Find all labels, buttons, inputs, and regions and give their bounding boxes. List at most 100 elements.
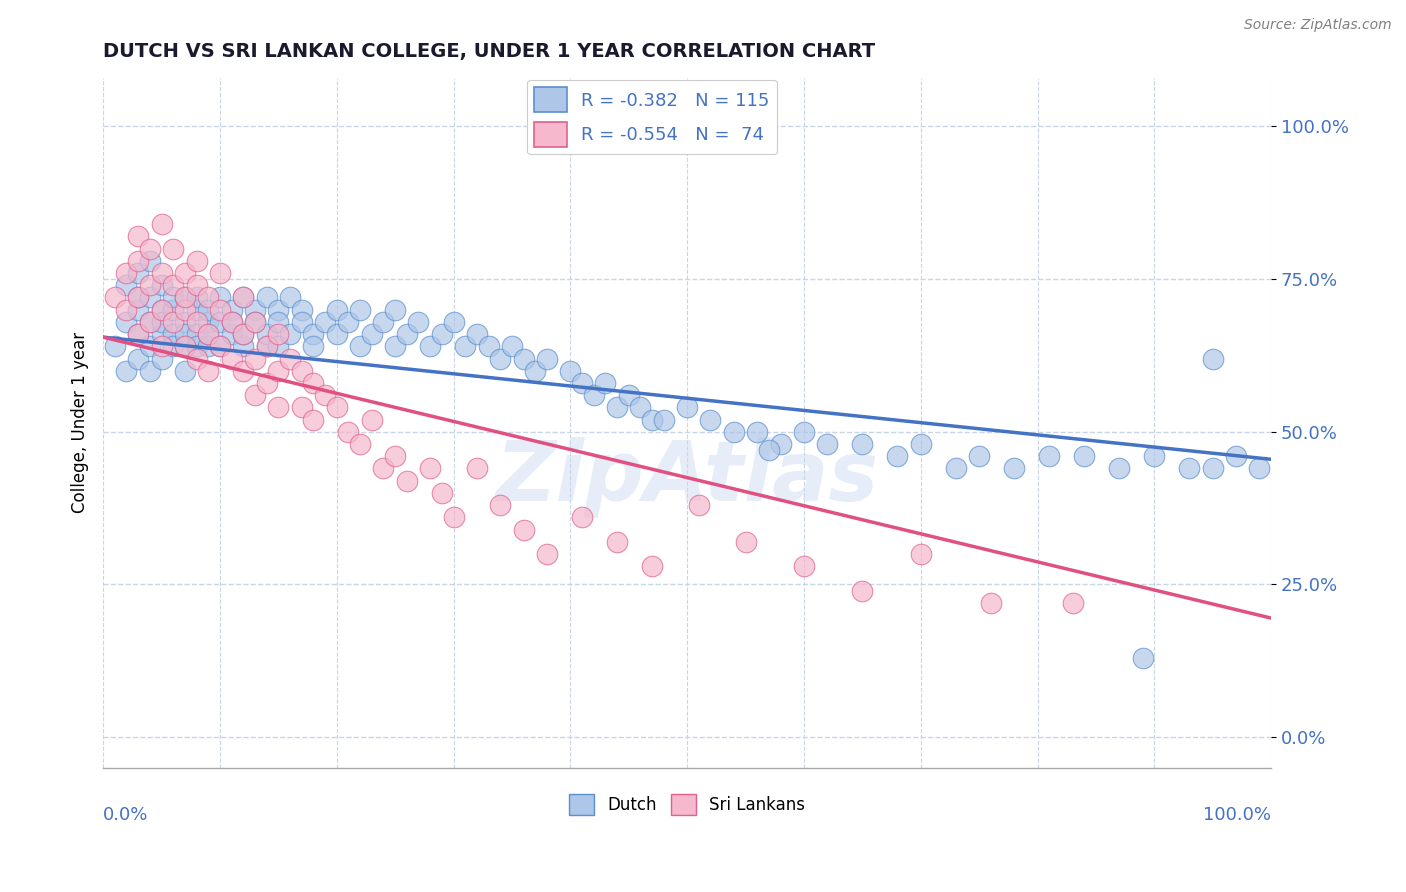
Point [641,412,664,426]
Point [395,474,418,488]
Point [489,498,512,512]
Point [150,315,173,329]
Point [747,425,769,439]
Point [443,315,465,329]
Point [512,351,534,366]
Point [197,315,219,329]
Point [291,315,314,329]
Point [150,302,173,317]
Point [256,327,278,342]
Point [232,290,254,304]
Point [127,327,149,342]
Point [1249,461,1271,475]
Point [221,302,243,317]
Point [173,302,195,317]
Point [267,327,290,342]
Point [606,534,628,549]
Point [232,327,254,342]
Point [1143,449,1166,463]
Point [173,290,195,304]
Point [221,351,243,366]
Point [278,351,301,366]
Point [197,327,219,342]
Point [1108,461,1130,475]
Point [723,425,745,439]
Point [291,401,314,415]
Point [173,266,195,280]
Point [139,364,162,378]
Point [337,425,360,439]
Point [373,461,395,475]
Point [980,596,1002,610]
Point [1038,449,1060,463]
Point [699,412,721,426]
Text: 100.0%: 100.0% [1204,805,1271,823]
Point [325,302,347,317]
Point [641,559,664,574]
Point [139,278,162,293]
Point [501,339,523,353]
Point [384,449,406,463]
Point [208,302,231,317]
Point [139,315,162,329]
Point [1202,461,1225,475]
Point [489,351,512,366]
Point [652,412,675,426]
Point [430,327,453,342]
Point [560,364,582,378]
Point [793,425,815,439]
Point [221,315,243,329]
Point [465,327,488,342]
Point [150,266,173,280]
Point [221,327,243,342]
Point [278,290,301,304]
Point [243,315,266,329]
Point [419,339,441,353]
Point [477,339,499,353]
Point [232,339,254,353]
Point [910,547,932,561]
Point [1178,461,1201,475]
Point [197,339,219,353]
Point [127,327,149,342]
Point [232,290,254,304]
Point [314,315,336,329]
Point [302,412,325,426]
Point [162,327,184,342]
Point [186,290,208,304]
Point [232,327,254,342]
Text: DUTCH VS SRI LANKAN COLLEGE, UNDER 1 YEAR CORRELATION CHART: DUTCH VS SRI LANKAN COLLEGE, UNDER 1 YEA… [103,42,876,61]
Point [967,449,990,463]
Point [208,290,231,304]
Point [384,302,406,317]
Point [186,253,208,268]
Point [1202,351,1225,366]
Point [243,302,266,317]
Point [360,327,382,342]
Point [325,327,347,342]
Point [150,217,173,231]
Text: Source: ZipAtlas.com: Source: ZipAtlas.com [1244,18,1392,32]
Point [186,315,208,329]
Point [127,253,149,268]
Point [267,364,290,378]
Point [197,302,219,317]
Point [127,290,149,304]
Point [302,327,325,342]
Point [267,302,290,317]
Point [150,278,173,293]
Point [162,290,184,304]
Point [162,278,184,293]
Point [606,401,628,415]
Point [127,229,149,244]
Point [150,339,173,353]
Point [628,401,651,415]
Point [617,388,640,402]
Point [256,290,278,304]
Point [139,242,162,256]
Point [886,449,908,463]
Point [419,461,441,475]
Point [851,583,873,598]
Point [208,266,231,280]
Point [243,388,266,402]
